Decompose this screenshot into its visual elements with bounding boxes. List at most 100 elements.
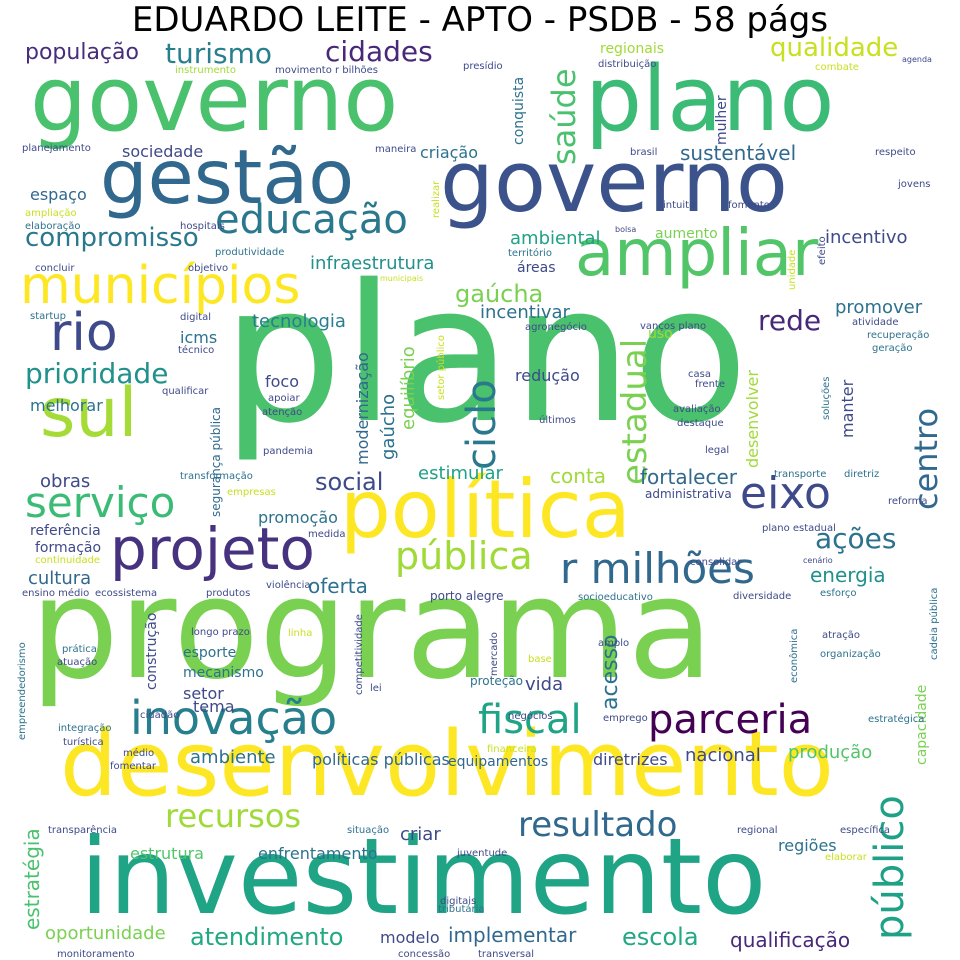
word-territorio: território [508,248,552,259]
word-energia: energia [810,563,886,587]
word-icms: icms [180,328,218,347]
word-atividade: atividade [852,317,899,328]
word-financeira: financeira [487,744,537,755]
word-conta: conta [550,464,607,488]
word-violencia: violência [266,580,311,591]
word-saude: saúde [545,68,583,165]
word-fortalecer: fortalecer [640,465,737,489]
word-promocao: promoção [258,508,338,527]
word-estrategica: estratégica [868,714,925,725]
word-publico: público [867,795,913,940]
word-recursos: recursos [165,797,302,835]
word-ciclo: ciclo [459,379,505,470]
word-transporte: transporte [774,469,827,480]
word-sociedade: sociedade [122,142,204,161]
word-qualidade: qualidade [770,33,899,63]
word-cenario: cenário [803,556,833,565]
word-tributaria: tributária [438,904,485,915]
word-cadeia-publica: cadeia pública [929,587,940,660]
word-desenvolvimento: desenvolvimento [60,712,834,817]
word-social: social [315,468,384,496]
word-areas: áreas [517,260,556,276]
word-longo-prazo: longo prazo [191,627,250,638]
word-tecnico: técnico [178,345,215,356]
word-governo: governo [30,47,399,152]
word-populacao: população [25,40,139,65]
word-administrativa: administrativa [645,487,732,501]
word-cultura: cultura [28,568,92,589]
word-programa: programa [30,548,714,711]
word-amplo: amplo [598,638,630,649]
word-equilibrio: equilíbrio [398,346,419,430]
word-elaborar: elaborar [825,852,867,863]
word-servico: serviço [25,478,176,527]
word-centro: centro [907,407,945,510]
word-frente: frente [695,379,725,390]
word-turistica: turística [63,737,104,748]
word-situacao: situação [347,825,390,836]
word-maneira: maneira [375,144,417,155]
word-plano: plano [222,244,749,465]
word-qualificar: qualificar [162,386,209,397]
word-recuperacao: recuperação [867,330,930,341]
word-protecao: proteção [470,674,524,688]
word-regional: regional [737,825,778,836]
word-geracao: geração [872,343,913,354]
word-manter: manter [838,379,857,438]
word-municipios: municípios [20,256,301,316]
word-emprego: emprego [603,713,648,724]
word-reducao: redução [515,366,580,385]
word-plano: plano [585,47,835,152]
word-especifica: específica [840,825,891,836]
word-promover: promover [835,297,923,318]
word-tecnologia: tecnologia [252,311,346,332]
word-publica: pública [395,534,533,578]
word-movimento: movimento [275,65,332,76]
word-pandemia: pandemia [263,446,313,457]
word-objetivo: objetivo [188,263,229,274]
word-integracao: integração [58,723,112,734]
word-oferta: oferta [308,574,368,598]
word-parceria: parceria [648,697,813,743]
word-avaliacao: avaliação [673,404,721,415]
word-presidio: presídio [463,61,503,72]
word-cidadao: cidadão [140,710,180,721]
word-consolidar: consolidar [690,557,742,568]
word-construcao: construção [144,612,160,690]
word-solucoes: soluções [821,376,832,420]
word-mulher: mulher [714,95,730,145]
word-fomento: fomento [728,200,770,211]
word-modernizacao: modernização [353,352,372,465]
word-hospitais: hospitais [180,221,225,232]
word-ampliar: ampliar [575,217,819,291]
word-atracao: atração [822,630,861,641]
word-realizar: realizar [431,180,442,218]
word-municipais: municipais [380,274,424,283]
word-formacao: formação [35,540,102,556]
word-eixo: eixo [740,468,831,519]
word-juventude: juventude [457,848,508,859]
word-bolsa: bolsa [615,225,637,234]
word-regioes: regiões [778,836,837,855]
word-respeito: respeito [875,147,916,158]
word-r-bilhoes: r bilhões [335,65,379,76]
word-casa: casa [688,369,711,380]
word-efeito: efeito [817,236,828,265]
word-esporte: esporte [183,645,237,661]
word-ambiente: ambiente [190,747,276,768]
word-organizacao: organização [820,649,881,660]
word-esforco: esforço [820,588,857,599]
word-agronegocio: agronegócio [525,322,587,333]
word-equipamentos: equipamentos [448,754,549,770]
word-gaucha: gaúcha [455,280,544,308]
word-setor: setor [183,684,224,703]
word-economica: econômica [789,628,800,683]
word-concessao: concessão [398,949,451,960]
word-ultimos: últimos [539,415,576,426]
word-vida: vida [525,674,564,695]
word-atencao: atenção [262,407,303,418]
word-foco: foco [265,372,300,391]
word-criar: criar [400,824,441,845]
word-transversal: transversal [478,949,535,960]
